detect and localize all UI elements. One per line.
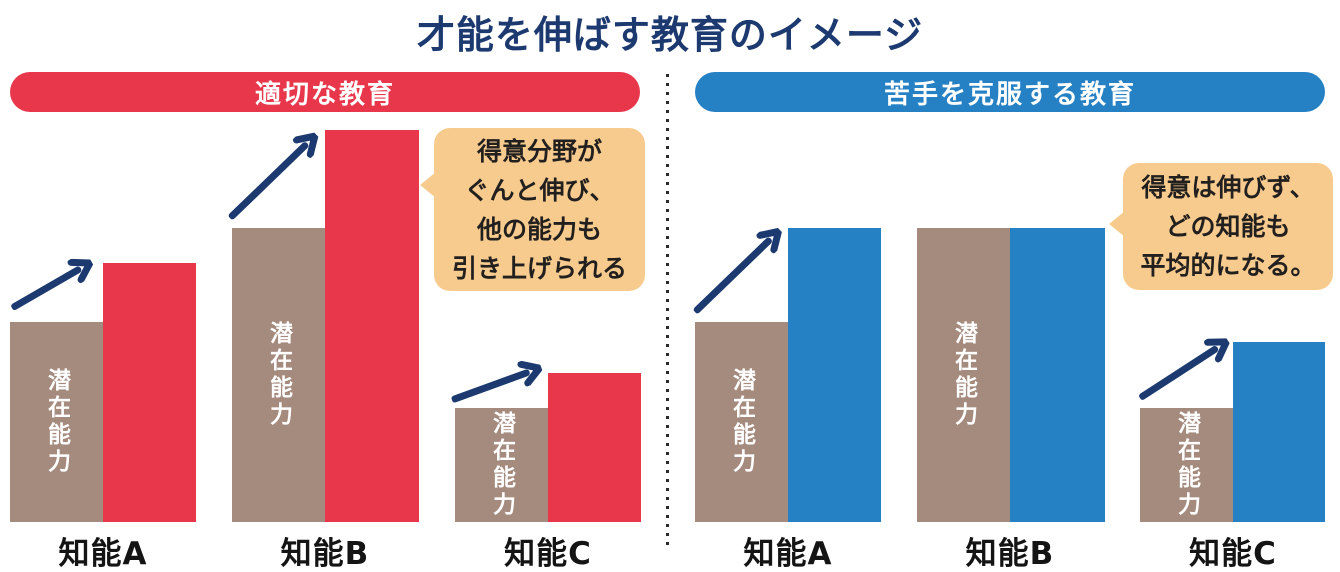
- annotation-line: ぐんと伸び、: [464, 175, 615, 205]
- bubble-tail: [420, 172, 436, 198]
- category-label-A: 知能A: [743, 536, 833, 572]
- bar-potential-A: 潜在能力: [10, 322, 103, 522]
- potential-ability-label: 潜在能力: [488, 411, 515, 520]
- bar-chart-left: 潜在能力 潜在能力 潜在能力: [10, 130, 641, 522]
- growth-arrow-icon: [6, 251, 99, 320]
- bar-potential-C: 潜在能力: [455, 408, 548, 522]
- header-appropriate-education: 適切な教育: [10, 72, 640, 112]
- bar-chart-right: 潜在能力 潜在能力 潜在能力: [693, 130, 1325, 522]
- panel-overcome-weakness-education: 潜在能力 潜在能力 潜在能力: [693, 130, 1325, 572]
- bubble-tail: [1109, 211, 1125, 237]
- annotation-line: 他の能力も: [476, 214, 602, 244]
- bar-potential-B: 潜在能力: [232, 228, 325, 522]
- bar-result-B: [1010, 228, 1105, 522]
- potential-ability-label: 潜在能力: [1173, 411, 1200, 520]
- annotation-line: 引き上げられる: [451, 253, 627, 283]
- annotation-bubble-right: 得意は伸びず、 どの知能も 平均的になる。: [1109, 163, 1333, 290]
- panel-appropriate-education: 潜在能力 潜在能力 潜在能力: [10, 130, 641, 572]
- dotted-divider: [666, 74, 669, 548]
- category-label-B: 知能B: [965, 536, 1055, 572]
- potential-ability-label: 潜在能力: [950, 321, 977, 429]
- potential-ability-label: 潜在能力: [265, 321, 292, 429]
- bar-result-A: [103, 263, 196, 522]
- bar-result-C: [1233, 341, 1325, 522]
- bar-result-B: [325, 130, 419, 522]
- annotation-line: どの知能も: [1165, 212, 1291, 241]
- header-overcome-weakness-education: 苦手を克服する教育: [695, 72, 1325, 112]
- bar-potential-B: 潜在能力: [917, 228, 1010, 522]
- annotation-line: 平均的になる。: [1140, 251, 1316, 280]
- annotation-line: 得意は伸びず、: [1141, 173, 1315, 202]
- category-label-C: 知能C: [1189, 536, 1277, 572]
- potential-ability-label: 潜在能力: [43, 368, 70, 477]
- growth-arrow-icon: [1133, 330, 1235, 409]
- category-label-C: 知能C: [504, 536, 592, 572]
- page-title: 才能を伸ばす教育のイメージ: [416, 13, 924, 57]
- growth-arrow-icon: [448, 355, 546, 412]
- annotation-bubble-left: 得意分野が ぐんと伸び、 他の能力も 引き上げられる: [420, 128, 645, 291]
- growth-arrow-icon: [686, 221, 789, 322]
- bar-potential-A: 潜在能力: [695, 322, 788, 522]
- growth-arrow-icon: [221, 125, 325, 227]
- bar-result-C: [548, 373, 641, 522]
- potential-ability-label: 潜在能力: [728, 368, 755, 477]
- category-label-B: 知能B: [280, 536, 370, 572]
- bar-potential-C: 潜在能力: [1140, 408, 1233, 522]
- category-label-A: 知能A: [58, 536, 148, 572]
- annotation-line: 得意分野が: [476, 136, 602, 166]
- bar-result-A: [788, 228, 881, 522]
